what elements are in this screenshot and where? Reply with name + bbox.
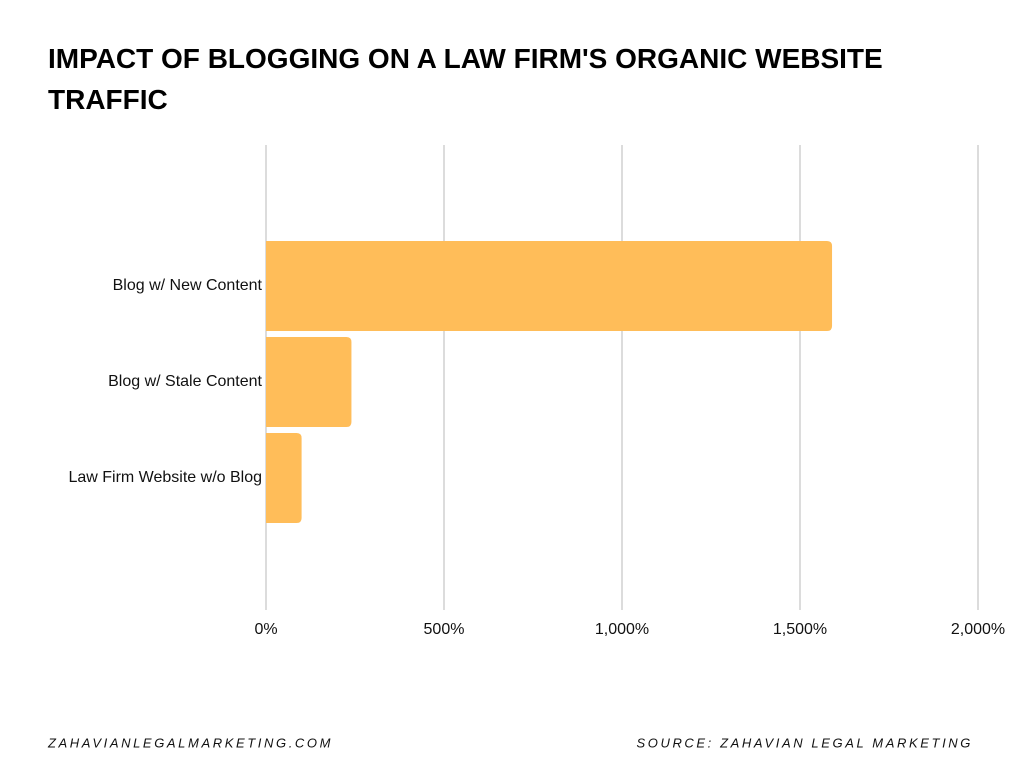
y-tick-label: Law Firm Website w/o Blog	[68, 469, 262, 486]
y-tick-label: Blog w/ New Content	[113, 277, 263, 294]
x-tick-label: 500%	[424, 621, 465, 638]
x-tick-label: 1,000%	[595, 621, 649, 638]
bar	[266, 433, 302, 523]
bar	[266, 337, 352, 427]
y-tick-label: Blog w/ Stale Content	[108, 373, 262, 390]
x-tick-label: 0%	[254, 621, 277, 638]
x-tick-label: 2,000%	[951, 621, 1005, 638]
footer-left: ZAHAVIANLEGALMARKETING.COM	[47, 735, 333, 750]
bar	[266, 241, 833, 331]
chart-title: IMPACT OF BLOGGING ON A LAW FIRM'S ORGAN…	[48, 43, 883, 115]
footer-right: SOURCE: ZAHAVIAN LEGAL MARKETING	[636, 735, 973, 750]
x-tick-label: 1,500%	[773, 621, 827, 638]
